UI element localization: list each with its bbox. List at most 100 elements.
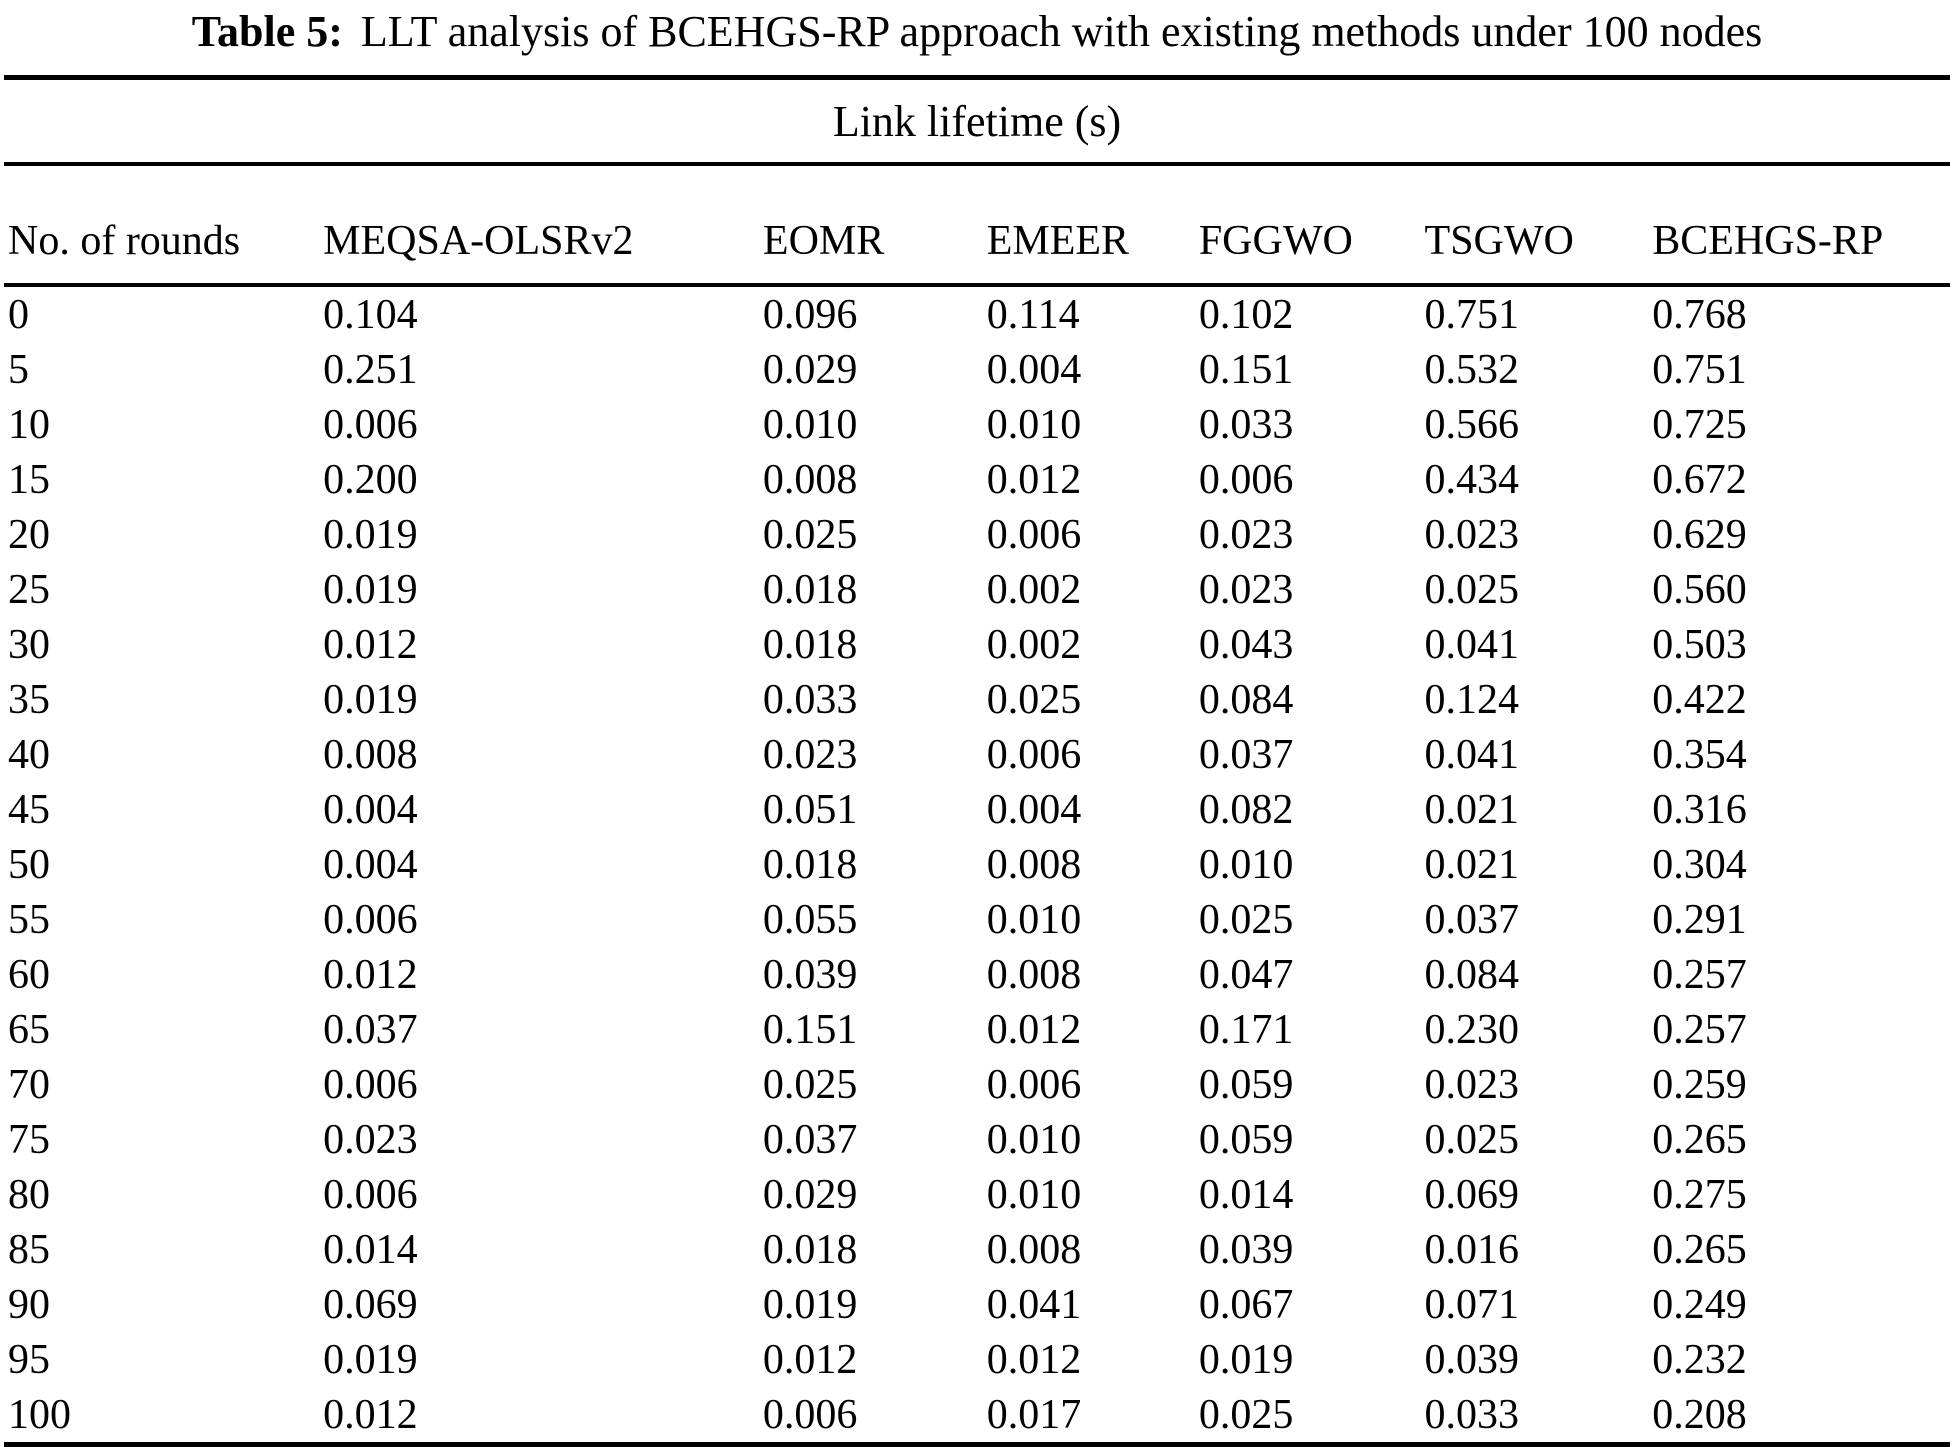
table-row: 50 0.004 0.018 0.008 0.010 0.021 0.304	[4, 837, 1950, 892]
value-cell: 0.019	[1198, 1336, 1294, 1383]
value-cell: 0.025	[986, 676, 1082, 723]
value-cell: 0.037	[323, 1006, 418, 1053]
span-header-row: Link lifetime (s)	[4, 75, 1950, 166]
value-cell: 0.265	[1652, 1116, 1747, 1163]
table-row: 40 0.008 0.023 0.006 0.037 0.041 0.354	[4, 727, 1950, 782]
value-cell: 0.102	[1198, 291, 1294, 338]
value-cell: 0.039	[1424, 1336, 1520, 1383]
value-cell: 0.672	[1652, 456, 1747, 503]
column-header: EMEER	[986, 164, 1199, 287]
table-row: 5 0.251 0.029 0.004 0.151 0.532 0.751	[4, 342, 1950, 397]
value-cell: 0.055	[762, 896, 858, 943]
value-cell: 0.004	[986, 346, 1082, 393]
value-cell: 0.025	[1424, 1116, 1520, 1163]
column-header-row: No. of rounds MEQSA-OLSRv2 EOMR EMEER FGGWO T…	[4, 164, 1950, 287]
value-cell: 0.012	[323, 621, 418, 668]
table-row: 0 0.104 0.096 0.114 0.102 0.751 0.768	[4, 285, 1950, 342]
value-cell: 0.503	[1652, 621, 1747, 668]
value-cell: 0.012	[762, 1336, 858, 1383]
value-cell: 0.751	[1424, 291, 1520, 338]
value-cell: 0.230	[1424, 1006, 1520, 1053]
value-cell: 0.018	[762, 841, 858, 888]
table-row: 55 0.006 0.055 0.010 0.025 0.037 0.291	[4, 892, 1950, 947]
value-cell: 0.006	[762, 1387, 987, 1447]
value-cell: 0.019	[323, 1336, 418, 1383]
row-label-cell: 95	[8, 1336, 50, 1383]
value-cell: 0.019	[323, 511, 418, 558]
value-cell: 0.025	[762, 511, 858, 558]
column-header: EOMR	[762, 164, 987, 287]
value-cell: 0.025	[762, 1061, 858, 1108]
value-cell: 0.023	[1198, 566, 1294, 613]
value-cell: 0.006	[986, 1061, 1082, 1108]
value-cell: 0.010	[762, 401, 858, 448]
value-cell: 0.037	[1424, 896, 1520, 943]
table-caption: Table 5: LLT analysis of BCEHGS-RP approa…	[0, 0, 1954, 75]
value-cell: 0.021	[1424, 786, 1520, 833]
value-cell: 0.023	[323, 1116, 418, 1163]
row-label-cell: 10	[8, 401, 50, 448]
value-cell: 0.018	[762, 621, 858, 668]
value-cell: 0.033	[1424, 1387, 1653, 1447]
value-cell: 0.016	[1424, 1226, 1520, 1273]
value-cell: 0.006	[986, 511, 1082, 558]
table-row: 75 0.023 0.037 0.010 0.059 0.025 0.265	[4, 1112, 1950, 1167]
table-row: 65 0.037 0.151 0.012 0.171 0.230 0.257	[4, 1002, 1950, 1057]
value-cell: 0.257	[1652, 951, 1747, 998]
column-header: MEQSA-OLSRv2	[323, 164, 763, 287]
caption-text: LLT analysis of BCEHGS-RP approach with …	[360, 7, 1763, 56]
table-row: 90 0.069 0.019 0.041 0.067 0.071 0.249	[4, 1277, 1950, 1332]
value-cell: 0.304	[1652, 841, 1747, 888]
value-cell: 0.006	[1198, 456, 1294, 503]
value-cell: 0.354	[1652, 731, 1747, 778]
row-label-cell: 30	[8, 621, 50, 668]
value-cell: 0.025	[1424, 566, 1520, 613]
value-cell: 0.059	[1198, 1116, 1294, 1163]
table-row: 85 0.014 0.018 0.008 0.039 0.016 0.265	[4, 1222, 1950, 1277]
row-label-cell: 80	[8, 1171, 50, 1218]
value-cell: 0.012	[323, 951, 418, 998]
value-cell: 0.422	[1652, 676, 1747, 723]
value-cell: 0.629	[1652, 511, 1747, 558]
value-cell: 0.084	[1424, 951, 1520, 998]
value-cell: 0.010	[986, 1116, 1082, 1163]
value-cell: 0.004	[323, 841, 418, 888]
value-cell: 0.171	[1198, 1006, 1294, 1053]
row-label-cell: 20	[8, 511, 50, 558]
value-cell: 0.012	[323, 1387, 763, 1447]
table-row: 25 0.019 0.018 0.002 0.023 0.025 0.560	[4, 562, 1950, 617]
value-cell: 0.039	[762, 951, 858, 998]
value-cell: 0.017	[986, 1387, 1199, 1447]
value-cell: 0.033	[762, 676, 858, 723]
row-label-cell: 70	[8, 1061, 50, 1108]
caption-label: Table 5:	[191, 7, 343, 56]
value-cell: 0.033	[1198, 401, 1294, 448]
value-cell: 0.006	[986, 731, 1082, 778]
value-cell: 0.019	[762, 1281, 858, 1328]
value-cell: 0.019	[323, 566, 418, 613]
value-cell: 0.200	[323, 456, 418, 503]
row-label-cell: 55	[8, 896, 50, 943]
row-label-cell: 65	[8, 1006, 50, 1053]
value-cell: 0.002	[986, 621, 1082, 668]
value-cell: 0.006	[323, 1061, 418, 1108]
value-cell: 0.019	[323, 676, 418, 723]
llt-table: Link lifetime (s) No. of rounds MEQSA-OLS…	[4, 75, 1950, 1447]
value-cell: 0.025	[1198, 1387, 1425, 1447]
value-cell: 0.725	[1652, 401, 1747, 448]
value-cell: 0.006	[323, 896, 418, 943]
value-cell: 0.014	[1198, 1171, 1294, 1218]
value-cell: 0.232	[1652, 1336, 1747, 1383]
value-cell: 0.291	[1652, 896, 1747, 943]
value-cell: 0.532	[1424, 346, 1520, 393]
table-row: 35 0.019 0.033 0.025 0.084 0.124 0.422	[4, 672, 1950, 727]
value-cell: 0.025	[1198, 896, 1294, 943]
table-row: 70 0.006 0.025 0.006 0.059 0.023 0.259	[4, 1057, 1950, 1112]
value-cell: 0.566	[1424, 401, 1520, 448]
column-header: TSGWO	[1424, 164, 1653, 287]
value-cell: 0.008	[323, 731, 418, 778]
value-cell: 0.265	[1652, 1226, 1747, 1273]
value-cell: 0.018	[762, 1226, 858, 1273]
value-cell: 0.037	[762, 1116, 858, 1163]
row-label-cell: 35	[8, 676, 50, 723]
